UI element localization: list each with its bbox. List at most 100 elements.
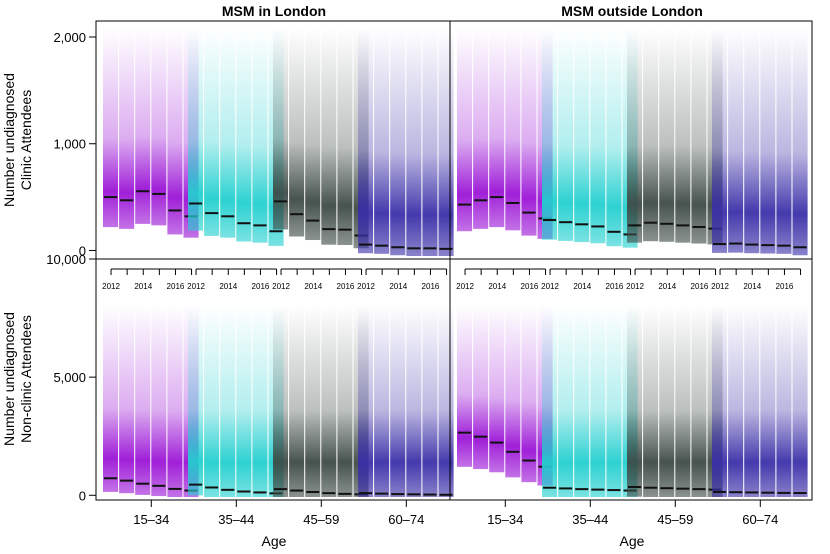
density-strip <box>558 28 574 241</box>
density-strip <box>489 305 505 473</box>
density-strip <box>252 28 268 243</box>
year-tick-label: 2012 <box>626 282 644 291</box>
density-strip <box>305 28 321 241</box>
year-tick-label: 2016 <box>691 282 709 291</box>
x-tick-label: 60–74 <box>742 512 778 527</box>
density-strip <box>358 28 374 254</box>
density-strip <box>151 28 167 226</box>
density-strip <box>627 28 643 243</box>
density-strip <box>135 28 151 224</box>
year-tick-label: 2014 <box>488 282 506 291</box>
density-strip <box>188 28 204 231</box>
density-strip <box>273 305 289 497</box>
density-strip <box>119 305 135 494</box>
density-strip <box>220 28 236 238</box>
density-strip <box>606 305 622 497</box>
density-strip <box>422 305 438 497</box>
density-strip <box>457 28 473 232</box>
density-strip <box>760 305 776 497</box>
density-strip <box>188 305 204 496</box>
density-strip <box>643 305 659 497</box>
density-strip <box>337 305 353 497</box>
density-strip <box>590 305 606 497</box>
density-strip <box>760 28 776 254</box>
density-strip <box>337 28 353 246</box>
year-tick-label: 2014 <box>389 282 407 291</box>
x-tick-label: 45–59 <box>657 512 693 527</box>
year-tick-label: 2014 <box>658 282 676 291</box>
density-strip <box>252 305 268 497</box>
year-tick-label: 2012 <box>456 282 474 291</box>
density-strip <box>438 28 454 256</box>
density-strip <box>236 28 252 242</box>
density-strip <box>151 305 167 497</box>
density-strip <box>574 305 590 497</box>
density-strip <box>792 305 808 497</box>
density-strip <box>776 305 792 497</box>
density-strip <box>728 305 744 497</box>
y-axis-label-bottom-line2: Non-clinic Attendees <box>18 315 34 443</box>
density-strip <box>542 305 558 497</box>
density-strip <box>457 305 473 467</box>
density-strip <box>691 305 707 497</box>
year-tick-label: 2016 <box>606 282 624 291</box>
density-strip <box>712 28 728 253</box>
density-strip <box>103 305 119 492</box>
year-tick-label: 2014 <box>743 282 761 291</box>
density-strip <box>473 305 489 470</box>
year-tick-label: 2014 <box>219 282 237 291</box>
density-strip <box>406 305 422 497</box>
density-strip <box>606 28 622 247</box>
year-tick-label: 2014 <box>134 282 152 291</box>
year-tick-label: 2012 <box>187 282 205 291</box>
x-tick-label: 60–74 <box>388 512 424 527</box>
density-strip <box>390 28 406 256</box>
x-tick-label: 35–44 <box>218 512 254 527</box>
density-strip <box>505 305 521 478</box>
y-tick-label: 5,000 <box>53 370 86 385</box>
density-strip <box>659 305 675 497</box>
density-strip <box>590 28 606 244</box>
density-strip <box>135 305 151 495</box>
density-strip <box>744 305 760 497</box>
year-tick-label: 2016 <box>252 282 270 291</box>
density-strip <box>675 28 691 243</box>
density-strip <box>374 305 390 497</box>
density-strip <box>643 28 659 242</box>
year-tick-label: 2012 <box>102 282 120 291</box>
density-strip <box>574 28 590 243</box>
x-axis-label-left: Age <box>262 533 287 549</box>
density-strip <box>422 28 438 256</box>
density-strip <box>103 28 119 228</box>
plot-border <box>95 20 813 501</box>
year-tick-label: 2016 <box>422 282 440 291</box>
density-strip <box>675 305 691 497</box>
x-tick-label: 15–34 <box>133 512 169 527</box>
y-tick-label: 0 <box>79 243 86 258</box>
density-strip <box>691 28 707 244</box>
y-tick-label: 10,000 <box>46 252 86 267</box>
year-tick-label: 2016 <box>337 282 355 291</box>
density-strip <box>558 305 574 497</box>
y-tick-label: 2,000 <box>53 30 86 45</box>
density-strip <box>406 28 422 256</box>
density-strip <box>374 28 390 254</box>
density-strip <box>289 28 305 237</box>
year-tick-label: 2016 <box>521 282 539 291</box>
density-strip <box>792 28 808 256</box>
density-strip <box>220 305 236 497</box>
x-axis-label-right: Age <box>620 533 645 549</box>
density-strip <box>728 28 744 253</box>
year-tick-label: 2014 <box>304 282 322 291</box>
density-strip <box>273 28 289 230</box>
density-strip <box>119 28 135 229</box>
year-tick-label: 2012 <box>541 282 559 291</box>
density-strip <box>627 305 643 497</box>
density-strip <box>659 28 675 242</box>
density-strip <box>236 305 252 497</box>
density-strip <box>489 28 505 228</box>
density-strip <box>167 28 183 235</box>
x-tick-label: 15–34 <box>487 512 523 527</box>
density-strip <box>167 305 183 497</box>
